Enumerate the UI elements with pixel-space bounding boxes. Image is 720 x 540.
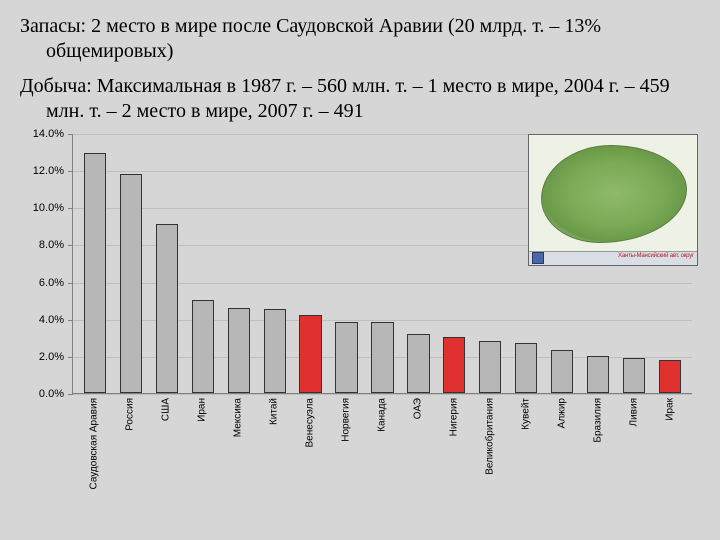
y-tick-label: 0.0% bbox=[20, 388, 64, 400]
x-tick-label: Бразилия bbox=[593, 398, 604, 443]
bar-slot bbox=[113, 134, 149, 393]
bar-chart: 0.0%2.0%4.0%6.0%8.0%10.0%12.0%14.0% Сауд… bbox=[20, 134, 700, 504]
bar bbox=[407, 334, 429, 393]
x-tick-label: Алжир bbox=[557, 398, 568, 428]
x-tick-slot: Россия bbox=[112, 398, 148, 498]
bar bbox=[156, 224, 178, 393]
bar bbox=[551, 350, 573, 393]
x-tick-slot: Ливия bbox=[616, 398, 652, 498]
y-axis: 0.0%2.0%4.0%6.0%8.0%10.0%12.0%14.0% bbox=[20, 134, 68, 394]
gridline bbox=[73, 394, 692, 395]
bar-slot bbox=[257, 134, 293, 393]
x-tick-slot: Норвегия bbox=[328, 398, 364, 498]
paragraph-production: Добыча: Максимальная в 1987 г. – 560 млн… bbox=[20, 74, 700, 124]
bar-slot bbox=[185, 134, 221, 393]
bar-slot bbox=[436, 134, 472, 393]
x-tick-label: Норвегия bbox=[341, 398, 352, 442]
inset-map: Ханты-Мансийский авт. округ bbox=[528, 134, 698, 266]
x-tick-slot: Мексика bbox=[220, 398, 256, 498]
map-region-shape bbox=[541, 145, 687, 243]
bar bbox=[335, 322, 357, 393]
bar bbox=[443, 337, 465, 393]
bar-slot bbox=[329, 134, 365, 393]
x-tick-label: Россия bbox=[125, 398, 136, 431]
y-tick-label: 12.0% bbox=[20, 165, 64, 177]
x-tick-slot: Алжир bbox=[544, 398, 580, 498]
bar-slot bbox=[472, 134, 508, 393]
y-tick-label: 2.0% bbox=[20, 351, 64, 363]
bar bbox=[587, 356, 609, 393]
y-tick-label: 8.0% bbox=[20, 239, 64, 251]
x-tick-slot: Канада bbox=[364, 398, 400, 498]
x-tick-label: ОАЭ bbox=[413, 398, 424, 419]
x-tick-label: Венесуэла bbox=[305, 398, 316, 447]
x-tick-slot: ОАЭ bbox=[400, 398, 436, 498]
y-tick-label: 6.0% bbox=[20, 277, 64, 289]
x-tick-label: Китай bbox=[269, 398, 280, 425]
y-tick bbox=[68, 394, 73, 395]
bar-slot bbox=[365, 134, 401, 393]
bar bbox=[192, 300, 214, 393]
bar bbox=[228, 308, 250, 393]
paragraph-reserves: Запасы: 2 место в мире после Саудовской … bbox=[20, 14, 700, 64]
text-body: Запасы: 2 место в мире после Саудовской … bbox=[20, 14, 700, 124]
bar bbox=[299, 315, 321, 393]
y-tick-label: 10.0% bbox=[20, 202, 64, 214]
bar-slot bbox=[400, 134, 436, 393]
x-tick-label: Нигерия bbox=[449, 398, 460, 436]
map-caption: Ханты-Мансийский авт. округ bbox=[529, 251, 697, 265]
x-tick-label: Иран bbox=[197, 398, 208, 422]
x-tick-slot: Китай bbox=[256, 398, 292, 498]
x-tick-slot: Иран bbox=[184, 398, 220, 498]
x-tick-slot: Саудовская Аравия bbox=[76, 398, 112, 498]
map-logo-icon bbox=[532, 252, 544, 264]
bar-slot bbox=[77, 134, 113, 393]
bar bbox=[659, 360, 681, 393]
bar bbox=[623, 358, 645, 393]
bar-slot bbox=[221, 134, 257, 393]
bar bbox=[479, 341, 501, 393]
bar bbox=[120, 174, 142, 393]
x-tick-slot: Кувейт bbox=[508, 398, 544, 498]
bar bbox=[84, 153, 106, 393]
bar bbox=[371, 322, 393, 393]
x-tick-slot: Великобритания bbox=[472, 398, 508, 498]
x-tick-slot: Нигерия bbox=[436, 398, 472, 498]
x-tick-label: Великобритания bbox=[485, 398, 496, 475]
bar bbox=[515, 343, 537, 393]
y-tick-label: 14.0% bbox=[20, 128, 64, 140]
x-tick-label: Кувейт bbox=[521, 398, 532, 430]
x-tick-label: Саудовская Аравия bbox=[89, 398, 100, 490]
x-tick-slot: США bbox=[148, 398, 184, 498]
x-tick-label: США bbox=[161, 398, 172, 421]
bar-slot bbox=[149, 134, 185, 393]
x-tick-label: Ирак bbox=[665, 398, 676, 421]
x-tick-label: Мексика bbox=[233, 398, 244, 437]
x-axis: Саудовская Аравия Россия США Иран Мексика Кит… bbox=[72, 398, 692, 498]
bar bbox=[264, 309, 286, 393]
x-tick-slot: Ирак bbox=[652, 398, 688, 498]
x-tick-slot: Бразилия bbox=[580, 398, 616, 498]
x-tick-label: Канада bbox=[377, 398, 388, 432]
map-caption-text: Ханты-Мансийский авт. округ bbox=[618, 253, 694, 259]
x-tick-slot: Венесуэла bbox=[292, 398, 328, 498]
bar-slot bbox=[293, 134, 329, 393]
y-tick-label: 4.0% bbox=[20, 314, 64, 326]
slide: { "text": { "para1": "Запасы: 2 место в … bbox=[0, 0, 720, 540]
x-tick-label: Ливия bbox=[629, 398, 640, 426]
